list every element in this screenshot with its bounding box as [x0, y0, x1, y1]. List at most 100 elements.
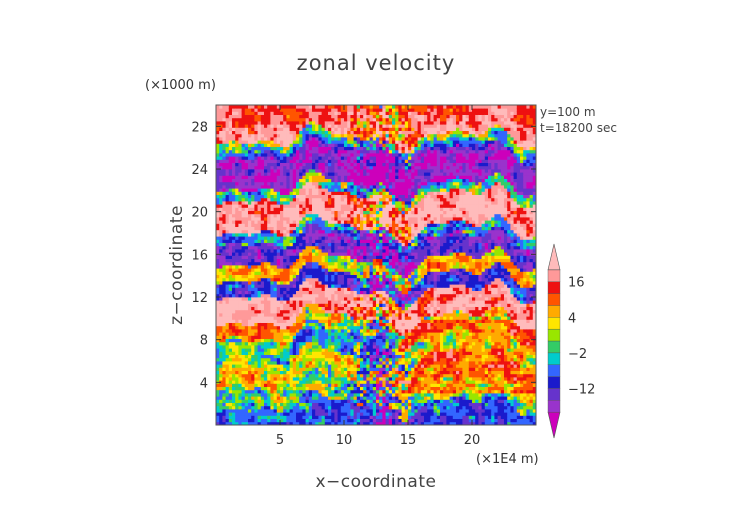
heatmap-cell [318, 316, 322, 320]
heatmap-cell [235, 130, 239, 135]
heatmap-cell [222, 233, 226, 237]
heatmap-cell [328, 357, 332, 362]
heatmap-cell [244, 412, 249, 416]
heatmap-cell [315, 239, 319, 243]
heatmap-cell [360, 217, 364, 221]
heatmap-cell [228, 191, 233, 195]
heatmap-cell [219, 393, 223, 397]
heatmap-cell [244, 105, 249, 109]
heatmap-cell [331, 335, 335, 339]
heatmap-cell [305, 223, 310, 227]
heatmap-cell [270, 319, 274, 323]
heatmap-cell [216, 181, 220, 186]
heatmap-cell [241, 108, 246, 112]
heatmap-cell [315, 354, 319, 359]
heatmap-cell [302, 293, 306, 298]
heatmap-cell [324, 140, 329, 144]
heatmap-cell [334, 393, 338, 397]
heatmap-cell [267, 213, 271, 218]
heatmap-cell [344, 239, 348, 243]
heatmap-cell [244, 274, 249, 279]
heatmap-cell [324, 197, 329, 202]
heatmap-cell [321, 319, 326, 323]
heatmap-cell [222, 217, 226, 221]
heatmap-cell [337, 338, 342, 343]
heatmap-cell [353, 213, 358, 218]
heatmap-cell [350, 364, 354, 368]
heatmap-cell [334, 105, 338, 109]
heatmap-cell [366, 309, 370, 314]
heatmap-cell [340, 421, 345, 425]
heatmap-cell [299, 111, 303, 115]
heatmap-cell [308, 197, 313, 202]
heatmap-cell [257, 226, 262, 231]
heatmap-cell [353, 159, 358, 163]
heatmap-cell [366, 377, 370, 381]
heatmap-cell [273, 233, 278, 237]
heatmap-cell [353, 233, 358, 237]
heatmap-cell [235, 300, 239, 304]
heatmap-cell [270, 268, 274, 272]
heatmap-cell [328, 137, 332, 141]
heatmap-cell [260, 172, 265, 176]
heatmap-cell [254, 114, 258, 119]
heatmap-cell [267, 284, 271, 288]
heatmap-cell [260, 389, 265, 394]
heatmap-cell [251, 277, 255, 282]
heatmap-cell [273, 361, 278, 365]
heatmap-cell [318, 159, 322, 163]
heatmap-cell [363, 207, 367, 211]
heatmap-cell [270, 284, 274, 288]
heatmap-cell [299, 277, 303, 282]
heatmap-cell [232, 386, 236, 391]
heatmap-cell [337, 245, 342, 250]
heatmap-cell [241, 418, 246, 423]
heatmap-cell [337, 172, 342, 176]
heatmap-cell [238, 386, 242, 391]
heatmap-cell [302, 319, 306, 323]
heatmap-cell [353, 389, 358, 394]
heatmap-cell [248, 402, 252, 407]
heatmap-cell [280, 178, 284, 183]
heatmap-cell [241, 316, 246, 320]
heatmap-cell [372, 137, 377, 141]
heatmap-cell [260, 245, 265, 250]
heatmap-cell [321, 287, 326, 291]
heatmap-cell [273, 124, 278, 128]
heatmap-cell [350, 418, 354, 423]
heatmap-cell [366, 255, 370, 259]
heatmap-cell [340, 201, 345, 205]
heatmap-cell [235, 393, 239, 397]
heatmap-cell [248, 357, 252, 362]
heatmap-cell [334, 297, 338, 301]
heatmap-cell [248, 412, 252, 416]
heatmap-cell [273, 319, 278, 323]
heatmap-cell [238, 290, 242, 295]
heatmap-cell [276, 357, 281, 362]
heatmap-cell [369, 249, 374, 253]
heatmap-cell [302, 421, 306, 425]
heatmap-cell [286, 143, 290, 147]
heatmap-cell [289, 380, 294, 384]
heatmap-cell [232, 124, 236, 128]
heatmap-cell [219, 335, 223, 339]
heatmap-cell [363, 130, 367, 135]
heatmap-cell [232, 229, 236, 234]
heatmap-cell [264, 165, 268, 170]
heatmap-cell [328, 281, 332, 285]
heatmap-cell [308, 165, 313, 170]
heatmap-cell [372, 172, 377, 176]
heatmap-cell [363, 415, 367, 419]
heatmap-cell [334, 197, 338, 202]
heatmap-cell [260, 105, 265, 109]
heatmap-cell [289, 300, 294, 304]
heatmap-cell [270, 322, 274, 327]
heatmap-cell [244, 300, 249, 304]
heatmap-cell [248, 313, 252, 317]
heatmap-cell [302, 335, 306, 339]
heatmap-cell [228, 284, 233, 288]
heatmap-cell [321, 146, 326, 151]
heatmap-cell [296, 223, 300, 227]
heatmap-cell [264, 421, 268, 425]
heatmap-cell [273, 226, 278, 231]
